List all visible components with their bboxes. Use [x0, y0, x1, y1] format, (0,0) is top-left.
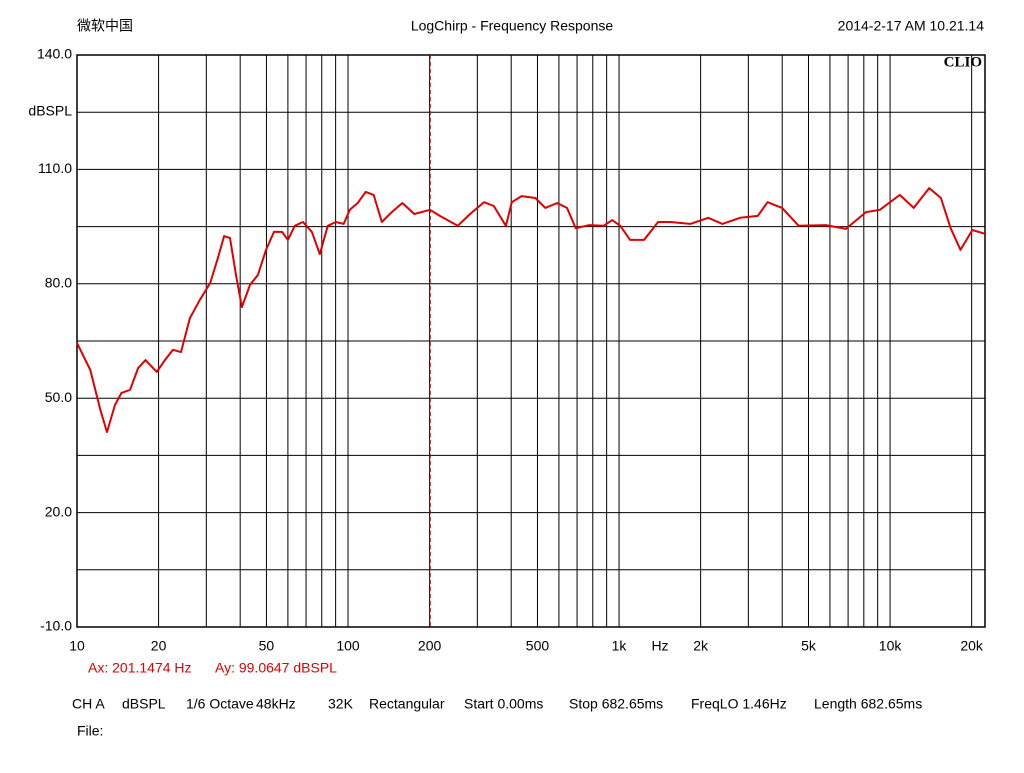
footer-setting: Start 0.00ms — [464, 696, 543, 712]
x-tick-label: 20 — [151, 638, 167, 654]
y-tick-label: 110.0 — [38, 160, 72, 176]
footer-setting: Length 682.65ms — [814, 696, 922, 712]
y-tick-label: 80.0 — [45, 275, 72, 291]
response-curve — [76, 187, 986, 434]
chart-title: LogChirp - Frequency Response — [411, 18, 614, 34]
y-tick-label: 140.0 — [37, 46, 72, 62]
x-tick-label: 500 — [526, 638, 550, 654]
footer-setting: 48kHz — [256, 696, 296, 712]
header-right: 2014-2-17 AM 10.21.14 — [838, 18, 985, 34]
x-tick-label: 1k — [612, 638, 628, 654]
footer-setting: Stop 682.65ms — [569, 696, 663, 712]
x-tick-label: 200 — [418, 638, 442, 654]
x-tick-label: 20k — [960, 638, 984, 654]
x-tick-label: 100 — [336, 638, 360, 654]
x-tick-label: 10k — [879, 638, 903, 654]
brand: CLIO — [944, 54, 982, 70]
plot-frame — [76, 54, 986, 628]
footer-setting: Rectangular — [369, 696, 445, 712]
footer-setting: dBSPL — [122, 696, 166, 712]
footer-setting: FreqLO 1.46Hz — [691, 696, 787, 712]
footer-setting: CH A — [72, 696, 105, 712]
x-tick-label: 10 — [69, 638, 85, 654]
header-left: 微软中国 — [77, 18, 133, 34]
x-tick-label: 2k — [693, 638, 709, 654]
y-tick-label: 20.0 — [45, 503, 72, 519]
x-tick-label: 5k — [801, 638, 817, 654]
x-tick-label: 50 — [259, 638, 275, 654]
y-tick-label: -10.0 — [40, 618, 72, 634]
footer-setting: 1/6 Octave — [186, 696, 254, 712]
cursor-x-label: Ax: 201.1474 Hz — [88, 660, 192, 676]
x-axis-label: Hz — [651, 638, 668, 654]
cursor-y-label: Ay: 99.0647 dBSPL — [215, 660, 337, 676]
file-label: File: — [77, 723, 103, 739]
y-axis-label: dBSPL — [28, 103, 72, 119]
y-tick-label: 50.0 — [45, 389, 72, 405]
footer-setting: 32K — [328, 696, 354, 712]
